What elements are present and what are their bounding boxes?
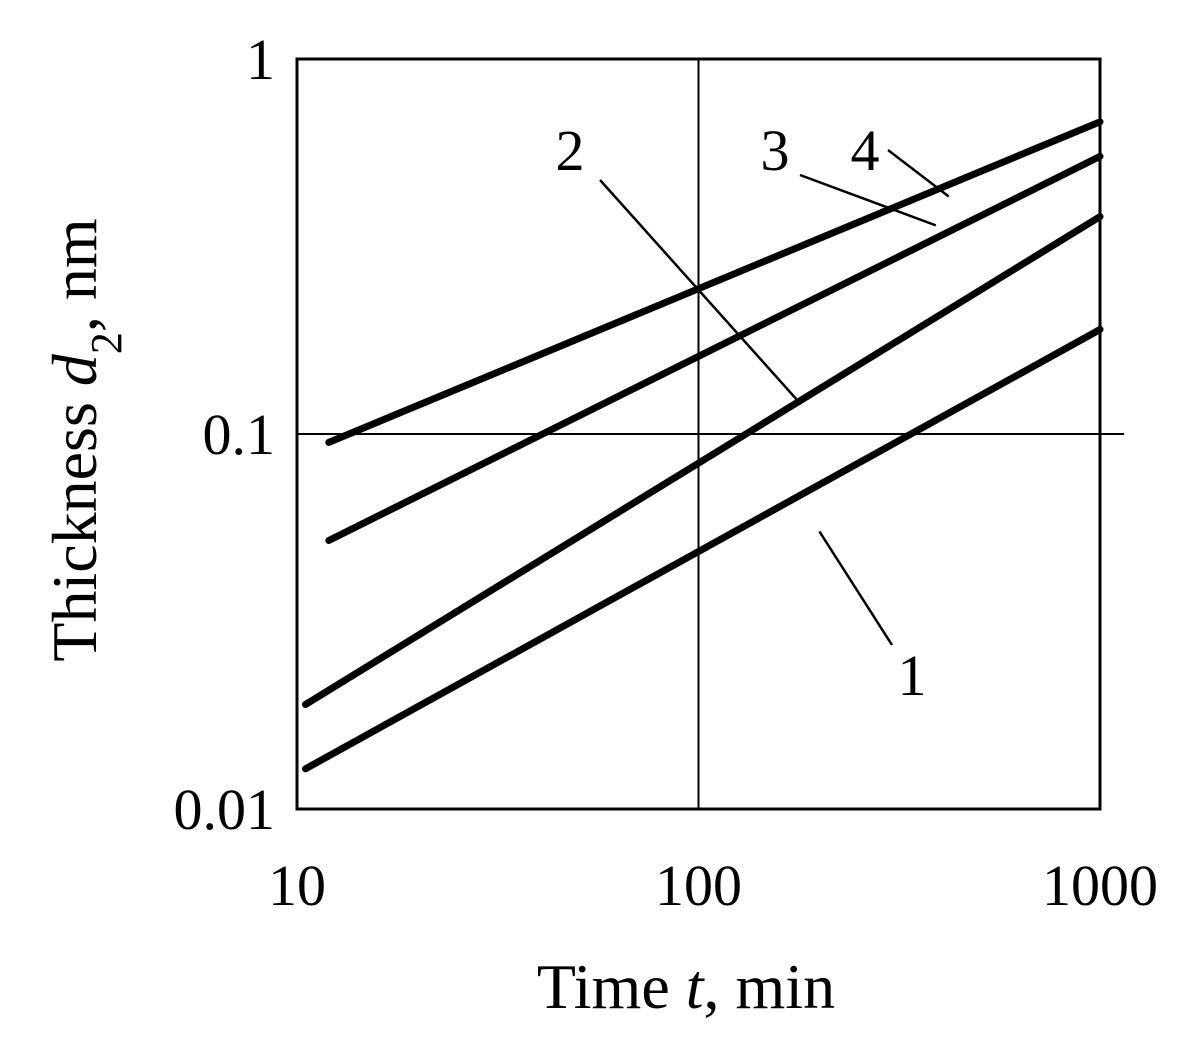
series-line-1 [302,326,1104,773]
curve-labels: 1 2 3 4 [556,118,927,708]
x-axis-title-var: t [686,951,706,1022]
curve-label-4: 4 [851,118,880,183]
x-axis-title-prefix: Time [537,951,686,1022]
y-tick-label: 0.1 [203,402,276,467]
y-axis-title-subscript: 2 [82,332,131,354]
y-tick-label: 0.01 [174,777,276,842]
curve-label-2: 2 [556,118,585,183]
curve-leaders [599,149,950,646]
x-tick-label: 100 [655,853,742,918]
series-line-2 [302,213,1104,708]
y-axis-title-suffix: , nm [39,218,110,332]
y-axis-title: Thickness d2, nm [39,218,131,661]
y-tick-labels: 0.01 0.1 1 [174,27,276,842]
y-tick-label: 1 [246,27,275,92]
x-axis-title: Time t, min [537,951,835,1022]
x-tick-label: 1000 [1042,853,1158,918]
curve-label-1: 1 [898,643,927,708]
y-axis-title-var: d [39,353,110,386]
series-line-4 [325,118,1104,446]
x-axis-title-suffix: , min [704,951,836,1022]
leader-line-2 [599,179,802,406]
plot-frame [295,57,1102,811]
series-line-3 [325,152,1104,544]
leader-line-4 [887,149,950,198]
curve-label-3: 3 [761,118,790,183]
series-group [302,118,1104,773]
grid [297,59,1124,809]
x-tick-labels: 10 100 1000 [268,853,1158,918]
y-axis-title-prefix: Thickness [39,386,110,662]
leader-line-1 [818,530,894,646]
x-tick-label: 10 [268,853,326,918]
leader-line-3 [799,173,937,227]
